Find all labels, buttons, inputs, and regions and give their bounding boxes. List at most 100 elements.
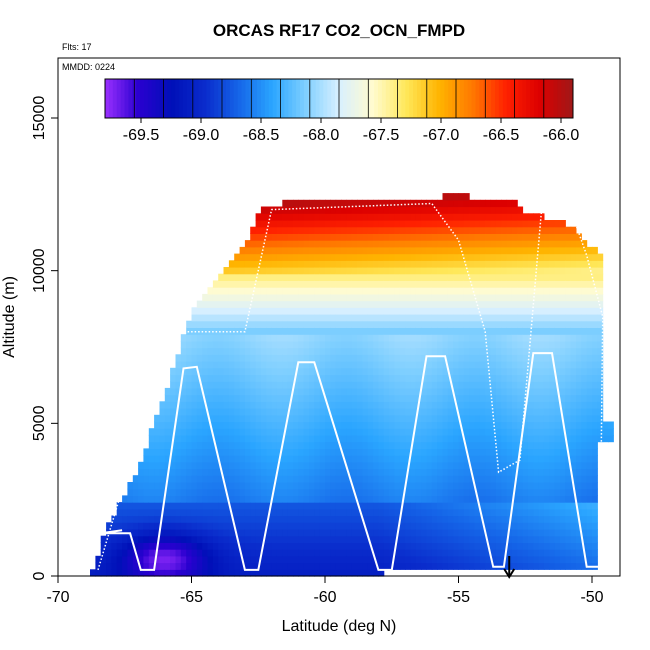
- heat-cell: [293, 529, 299, 537]
- heat-cell: [186, 421, 193, 429]
- heat-cell: [442, 455, 449, 463]
- heat-cell: [410, 414, 417, 423]
- heat-cell: [234, 320, 241, 328]
- heat-cell: [538, 502, 545, 510]
- heat-cell: [319, 213, 326, 221]
- heat-cell: [399, 508, 406, 517]
- heat-cell: [218, 455, 225, 463]
- heat-cell: [565, 347, 572, 355]
- heat-cell: [533, 535, 540, 543]
- heat-cell: [474, 374, 481, 382]
- heat-cell: [271, 246, 278, 255]
- colorbar-swatch: [362, 79, 367, 118]
- heat-cell: [276, 320, 283, 328]
- heat-cell: [421, 502, 427, 510]
- heat-cell: [293, 280, 299, 288]
- heat-cell: [389, 555, 395, 564]
- heat-cell: [383, 334, 390, 342]
- heat-cell: [276, 542, 283, 550]
- heat-cell: [538, 495, 545, 503]
- heat-cell: [341, 461, 347, 470]
- heat-cell: [522, 515, 529, 523]
- heat-cell: [202, 408, 209, 416]
- heat-cell: [159, 555, 166, 564]
- heat-cell: [293, 522, 299, 530]
- heat-cell: [442, 280, 449, 288]
- heat-cell: [495, 408, 502, 416]
- heat-cell: [373, 394, 379, 402]
- heat-cell: [527, 448, 534, 456]
- heat-cell: [554, 220, 561, 228]
- heat-cell: [186, 408, 193, 416]
- heat-cell: [463, 508, 470, 517]
- heat-cell: [293, 428, 299, 436]
- heat-cell: [447, 441, 454, 449]
- heat-cell: [111, 549, 118, 557]
- heat-cell: [154, 522, 160, 530]
- heat-cell: [212, 340, 219, 349]
- heat-cell: [543, 482, 550, 490]
- heat-cell: [309, 240, 315, 248]
- heat-cell: [175, 508, 182, 517]
- heat-cell: [405, 240, 411, 248]
- heat-cell: [543, 273, 550, 281]
- heat-cell: [495, 240, 502, 248]
- heat-cell: [485, 273, 492, 281]
- heat-cell: [212, 287, 219, 295]
- heat-cell: [244, 455, 251, 463]
- heat-cell: [533, 361, 540, 369]
- heat-cell: [389, 354, 395, 362]
- heat-cell: [485, 381, 492, 389]
- heat-cell: [207, 367, 214, 376]
- heat-cell: [223, 562, 230, 570]
- heat-cell: [207, 515, 214, 523]
- heat-cell: [527, 522, 534, 530]
- heat-cell: [341, 542, 347, 550]
- heat-cell: [271, 347, 278, 355]
- heat-cell: [490, 300, 497, 308]
- heat-cell: [576, 367, 582, 376]
- heat-cell: [463, 522, 470, 530]
- heat-cell: [490, 414, 497, 423]
- heat-cell: [239, 421, 246, 429]
- heat-cell: [234, 542, 241, 550]
- heat-cell: [527, 387, 534, 396]
- heat-cell: [260, 421, 267, 429]
- heat-cell: [549, 414, 556, 423]
- heat-cell: [159, 421, 166, 429]
- heat-cell: [522, 327, 529, 335]
- heat-cell: [127, 482, 134, 490]
- heat-cell: [442, 320, 449, 328]
- heat-cell: [196, 381, 203, 389]
- heat-cell: [485, 562, 492, 570]
- heat-cell: [287, 414, 294, 423]
- heat-cell: [410, 387, 417, 396]
- heat-cell: [282, 253, 289, 261]
- heat-cell: [260, 428, 267, 436]
- heat-cell: [276, 260, 283, 268]
- heat-cell: [330, 495, 337, 503]
- heat-cell: [469, 354, 476, 362]
- heat-cell: [442, 515, 449, 523]
- heat-cell: [239, 253, 246, 261]
- heat-cell: [442, 502, 449, 510]
- heat-cell: [239, 408, 246, 416]
- heat-cell: [186, 522, 193, 530]
- heat-cell: [309, 555, 315, 564]
- heat-cell: [469, 562, 476, 570]
- heat-cell: [453, 253, 460, 261]
- heat-cell: [309, 381, 315, 389]
- heat-cell: [517, 549, 524, 557]
- heat-cell: [426, 334, 433, 342]
- heat-cell: [394, 213, 401, 221]
- heat-cell: [218, 555, 225, 564]
- heat-cell: [341, 502, 347, 510]
- heat-cell: [437, 293, 443, 302]
- heat-cell: [303, 246, 310, 255]
- heat-cell: [522, 273, 529, 281]
- heat-cell: [212, 354, 219, 362]
- heat-cell: [543, 475, 550, 483]
- heat-cell: [431, 508, 438, 517]
- heat-cell: [479, 314, 486, 322]
- heat-cell: [159, 495, 166, 503]
